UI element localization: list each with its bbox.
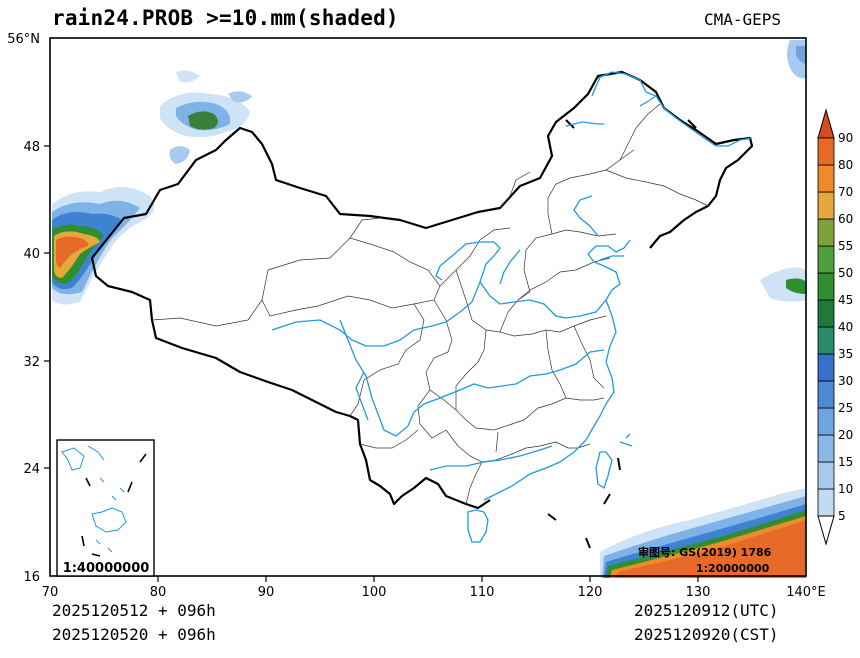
lat-tick-label: 40 xyxy=(23,247,40,262)
colorbar-level-label: 15 xyxy=(838,455,853,469)
colorbar-box xyxy=(817,191,835,220)
colorbar-box xyxy=(817,434,835,463)
colorbar-level-label: 30 xyxy=(838,374,853,388)
colorbar-level-label: 35 xyxy=(838,347,853,361)
inset-map xyxy=(56,439,155,577)
colorbar-level-label: 10 xyxy=(838,482,853,496)
national-boundary xyxy=(91,70,754,259)
colorbar-level-label: 70 xyxy=(838,185,853,199)
colorbar-box xyxy=(817,245,835,274)
lon-tick-label: 80 xyxy=(150,585,167,600)
init-time-utc: 2025120512 + 096h xyxy=(52,601,216,620)
colorbar-level-label: 40 xyxy=(838,320,853,334)
colorbar-box xyxy=(817,488,835,517)
provincial-boundaries xyxy=(151,103,709,505)
colorbar: 5 10 15 20 25 30 35 40 45 50 55 60 70 80 90 xyxy=(817,108,853,546)
colorbar-level-label: 90 xyxy=(838,131,853,145)
lat-tick-label: 56°N xyxy=(7,32,40,47)
lat-tick-label: 24 xyxy=(23,462,40,477)
colorbar-top-arrow xyxy=(817,108,835,139)
colorbar-level-label: 80 xyxy=(838,158,853,172)
colorbar-box xyxy=(817,137,835,166)
colorbar-level-label: 5 xyxy=(838,509,846,523)
axis-tick-marks xyxy=(44,145,699,582)
model-source: CMA-GEPS xyxy=(704,10,782,29)
colorbar-box xyxy=(817,461,835,490)
lon-tick-label: 130 xyxy=(686,585,711,600)
probability-shading xyxy=(52,40,806,578)
review-number: 审图号: GS(2019) 1786 xyxy=(638,545,772,559)
lat-tick-label: 48 xyxy=(23,140,40,155)
colorbar-level-label: 25 xyxy=(838,401,853,415)
lon-tick-label: 120 xyxy=(578,585,603,600)
inset-scale: 1:40000000 xyxy=(63,561,150,576)
rivers-and-coasts xyxy=(271,71,753,543)
colorbar-box xyxy=(817,272,835,301)
colorbar-box xyxy=(817,218,835,247)
colorbar-box xyxy=(817,326,835,355)
lon-tick-label: 110 xyxy=(470,585,495,600)
colorbar-level-label: 55 xyxy=(838,239,853,253)
valid-time-utc: 2025120912(UTC) xyxy=(634,601,779,620)
lat-tick-label: 32 xyxy=(23,355,40,370)
map-scale: 1:20000000 xyxy=(696,562,770,575)
maritime-dashes xyxy=(547,119,697,549)
lon-tick-label: 140°E xyxy=(786,585,826,600)
colorbar-level-label: 60 xyxy=(838,212,853,226)
init-time-cst: 2025120520 + 096h xyxy=(52,625,216,644)
lat-tick-label: 16 xyxy=(23,570,40,585)
colorbar-box xyxy=(817,353,835,382)
lon-tick-label: 100 xyxy=(362,585,387,600)
colorbar-box xyxy=(817,407,835,436)
colorbar-bottom-arrow xyxy=(817,515,835,546)
colorbar-level-label: 50 xyxy=(838,266,853,280)
colorbar-box xyxy=(817,299,835,328)
valid-time-cst: 2025120920(CST) xyxy=(634,625,779,644)
colorbar-box xyxy=(817,380,835,409)
colorbar-level-label: 45 xyxy=(838,293,853,307)
lon-tick-label: 90 xyxy=(258,585,275,600)
colorbar-box xyxy=(817,164,835,193)
map-frame xyxy=(49,37,807,577)
chart-title: rain24.PROB >=10.mm(shaded) xyxy=(52,6,399,30)
colorbar-level-label: 20 xyxy=(838,428,853,442)
axis-labels: 56°N 48 40 32 24 16 70 80 90 100 110 120… xyxy=(7,32,826,600)
lon-tick-label: 70 xyxy=(42,585,59,600)
